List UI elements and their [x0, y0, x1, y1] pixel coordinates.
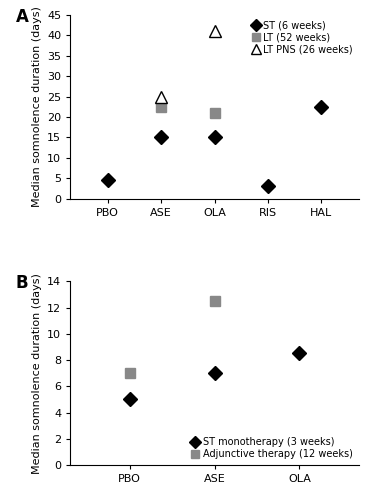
- Legend: ST monotherapy (3 weeks), Adjunctive therapy (12 weeks): ST monotherapy (3 weeks), Adjunctive the…: [191, 436, 354, 460]
- Text: B: B: [16, 274, 28, 292]
- Y-axis label: Median somnolence duration (days): Median somnolence duration (days): [31, 6, 41, 207]
- Text: A: A: [16, 8, 28, 26]
- Legend: ST (6 weeks), LT (52 weeks), LT PNS (26 weeks): ST (6 weeks), LT (52 weeks), LT PNS (26 …: [251, 20, 354, 56]
- Y-axis label: Median somnolence duration (days): Median somnolence duration (days): [31, 272, 41, 473]
